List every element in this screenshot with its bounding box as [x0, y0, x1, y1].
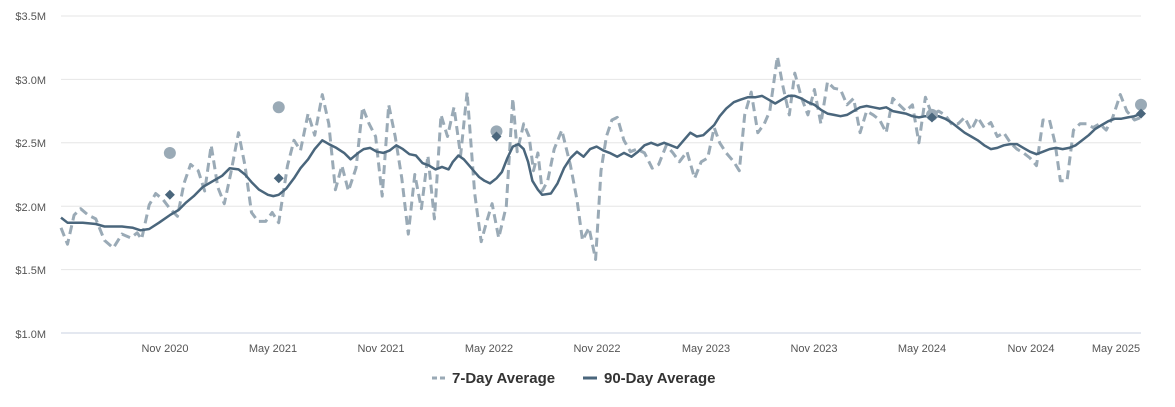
marker-7-day[interactable]: [490, 125, 503, 138]
plot-area: [59, 55, 1147, 261]
x-tick-label: May 2022: [465, 343, 513, 355]
series-line-7-day[interactable]: [59, 55, 1142, 261]
x-axis-ticks: Nov 2020 May 2021 Nov 2021 May 2022 Nov …: [141, 343, 1140, 355]
marker-7-day[interactable]: [272, 101, 285, 114]
marker-90-day[interactable]: [926, 112, 937, 123]
x-tick-label: May 2025: [1092, 343, 1140, 355]
legend-label: 7-Day Average: [452, 370, 555, 387]
y-tick-label: $2.5M: [15, 138, 46, 150]
x-tick-label: Nov 2023: [790, 343, 837, 355]
legend-item-seven-day[interactable]: 7-Day Average: [432, 370, 555, 387]
x-tick-label: Nov 2022: [573, 343, 620, 355]
marker-90-day[interactable]: [273, 173, 284, 184]
marker-90-day[interactable]: [164, 189, 175, 200]
marker-90-day[interactable]: [1136, 108, 1146, 119]
marker-90-day[interactable]: [491, 131, 502, 142]
y-tick-label: $1.0M: [15, 329, 46, 341]
legend-label: 90-Day Average: [604, 370, 715, 387]
y-axis-ticks: $3.5M $3.0M $2.5M $2.0M $1.5M $1.0M: [15, 11, 46, 341]
x-tick-label: Nov 2024: [1007, 343, 1054, 355]
x-tick-label: Nov 2020: [141, 343, 188, 355]
y-tick-label: $2.0M: [15, 202, 46, 214]
marker-7-day[interactable]: [163, 146, 176, 159]
legend-item-ninety-day[interactable]: 90-Day Average: [583, 370, 715, 387]
series-line-90-day[interactable]: [60, 94, 1142, 232]
legend[interactable]: 7-Day Average 90-Day Average: [432, 370, 715, 387]
x-tick-label: May 2024: [898, 343, 946, 355]
x-tick-label: May 2021: [249, 343, 297, 355]
y-tick-label: $3.5M: [15, 11, 46, 23]
y-tick-label: $1.5M: [15, 265, 46, 277]
x-tick-label: May 2023: [682, 343, 730, 355]
y-tick-label: $3.0M: [15, 75, 46, 87]
x-tick-label: Nov 2021: [357, 343, 404, 355]
marker-7-day[interactable]: [1135, 98, 1147, 111]
